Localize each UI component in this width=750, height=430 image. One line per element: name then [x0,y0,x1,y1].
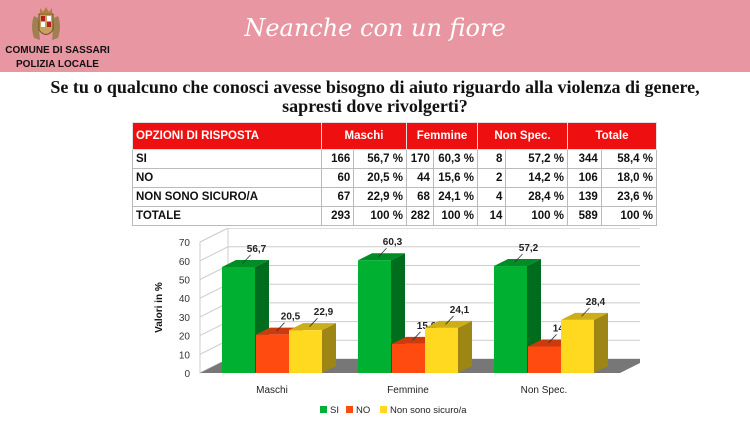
table-cell: 60 [320,168,355,188]
gridline [199,228,640,243]
y-tick-label: 40 [179,294,191,305]
table-cell: 60,3 % [432,149,479,169]
org-name: COMUNE DI SASSARI [5,45,110,56]
col-header: Maschi [321,122,407,150]
bar [561,312,608,373]
table-cell: 14,2 % [505,168,568,188]
table-cell: 56,7 % [353,149,407,169]
y-tick-label: 10 [179,350,191,361]
label-leader [548,334,557,344]
data-label: 24,1 [450,305,470,316]
label-leader [276,322,285,332]
table-cell: 139 [567,187,602,207]
col-header: OPZIONI DI RISPOSTA [132,122,322,150]
y-tick-label: 20 [179,332,191,343]
legend-label: NO [356,405,370,416]
y-tick-label: 70 [179,238,191,249]
label-leader [309,317,318,327]
table-row: SI 166 56,7 % 170 60,3 % 8 57,2 % 344 58,4 % [132,149,658,169]
table-cell: 344 [567,149,602,169]
label-leader [514,253,523,263]
table-cell: 22,9 % [353,187,407,207]
table-cell: 100 % [353,206,407,226]
legend-swatch [320,406,327,413]
table-cell: 58,4 % [600,149,658,169]
bar [425,320,472,373]
bar [222,259,269,373]
row-label: NO [132,168,322,188]
table-cell: 14 [476,206,507,226]
table-cell: 67 [320,187,355,207]
label-leader [412,331,421,341]
table-cell: 44 [406,168,434,188]
label-leader [581,307,590,317]
table-cell: 2 [476,168,507,188]
question-line-2: sapresti dove rivolgerti? [282,96,468,116]
row-label: TOTALE [132,206,322,226]
y-axis-label: Valori in % [154,282,165,333]
y-tick-label: 0 [184,369,190,380]
row-label: NON SONO SICURO/A [132,187,322,207]
header-banner: COMUNE DI SASSARI POLIZIA LOCALE Neanche… [0,0,750,72]
y-tick-label: 50 [179,276,191,287]
table-cell: 57,2 % [505,149,568,169]
table-cell: 18,0 % [600,168,658,188]
y-tick-label: 30 [179,313,191,324]
table-cell: 4 [476,187,507,207]
table-cell: 23,6 % [600,187,658,207]
legend-swatch [346,406,353,413]
x-tick-label: Femmine [387,385,429,396]
campaign-slogan: Neanche con un fiore [244,14,506,42]
bar [289,323,336,373]
coat-of-arms-logo [32,7,60,40]
table-cell: 293 [320,206,355,226]
legend-label: SI [330,405,339,416]
survey-question: Se tu o qualcuno che conosci avesse biso… [0,78,750,116]
data-label: 22,9 [314,307,334,318]
table-cell: 282 [406,206,434,226]
col-header: Femmine [406,122,478,150]
table-cell: 20,5 % [353,168,407,188]
data-label: 28,4 [586,297,606,308]
col-header: Non Spec. [477,122,568,150]
data-label: 20,5 [281,312,301,323]
legend-swatch [380,406,387,413]
table-cell: 106 [567,168,602,188]
table-cell: 28,4 % [505,187,568,207]
table-row: NO 60 20,5 % 44 15,6 % 2 14,2 % 106 18,0 % [132,168,658,188]
results-table: OPZIONI DI RISPOSTA Maschi Femmine Non S… [132,122,658,226]
gridline [199,246,640,262]
col-header: Totale [567,122,657,150]
table-row: NON SONO SICURO/A 67 22,9 % 68 24,1 % 4 28,4 %… [132,187,658,207]
y-tick-label: 60 [179,257,191,268]
data-label: 56,7 [247,244,267,255]
table-cell: 170 [406,149,434,169]
table-header-row: OPZIONI DI RISPOSTA Maschi Femmine Non S… [132,122,657,150]
org-department: POLIZIA LOCALE [16,59,99,70]
table-cell: 15,6 % [432,168,479,188]
bar-chart: 0 10 20 30 40 50 60 70 Valori in % 56,7 20,5 22,9 Ma… [154,228,640,416]
x-tick-label: Maschi [256,385,288,396]
x-tick-label: Non Spec. [521,385,568,396]
legend-label: Non sono sicuro/a [390,405,467,416]
table-cell: 24,1 % [432,187,479,207]
row-label: SI [132,149,322,169]
table-cell: 68 [406,187,434,207]
table-cell: 100 % [600,206,658,226]
data-label: 60,3 [383,237,403,248]
table-cell: 100 % [505,206,568,226]
question-line-1: Se tu o qualcuno che conosci avesse biso… [50,77,700,97]
table-cell: 166 [320,149,355,169]
table-cell: 8 [476,149,507,169]
label-leader [445,315,454,325]
data-label: 57,2 [519,243,539,254]
table-cell: 100 % [432,206,479,226]
data-label: 15,6 [417,321,437,332]
table-cell: 589 [567,206,602,226]
table-row: TOTALE 293 100 % 282 100 % 14 100 % 589 100 % [132,206,658,226]
label-leader [378,247,387,258]
label-leader [242,254,251,264]
